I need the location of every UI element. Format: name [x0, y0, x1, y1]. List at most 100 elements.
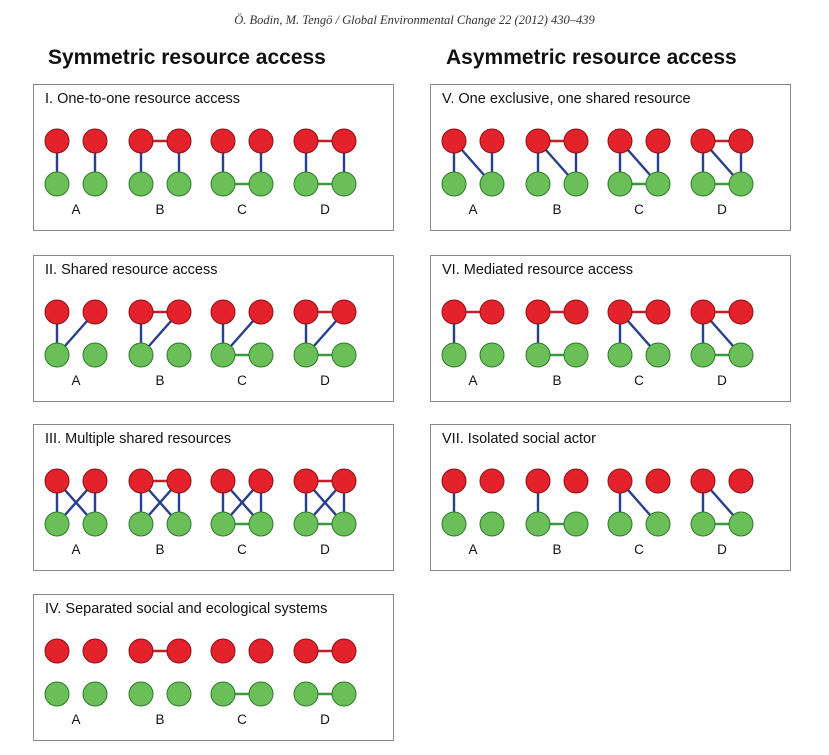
social-actor-node: [690, 299, 716, 325]
motif-B: B: [525, 468, 589, 557]
panel-title: VI. Mediated resource access: [442, 262, 634, 278]
ecological-resource-node: [690, 171, 716, 197]
motif-label: C: [237, 202, 247, 217]
ecological-resource-node: [128, 342, 154, 368]
ecological-resource-node: [128, 511, 154, 537]
social-actor-node: [645, 128, 671, 154]
motif-B: B: [128, 638, 192, 727]
motif-A: A: [44, 299, 108, 388]
motif-A: A: [441, 468, 505, 557]
panel-III: III. Multiple shared resources A B C D: [33, 424, 394, 571]
panel-title: V. One exclusive, one shared resource: [442, 91, 691, 107]
motif-label: A: [468, 202, 477, 217]
ecological-resource-node: [128, 171, 154, 197]
ecological-resource-node: [525, 171, 551, 197]
social-actor-node: [248, 299, 274, 325]
ecological-resource-node: [479, 171, 505, 197]
ecological-resource-node: [645, 342, 671, 368]
motif-C: C: [210, 638, 274, 727]
panel-II-motifs: A B C D: [44, 299, 357, 388]
social-actor-node: [293, 299, 319, 325]
ecological-resource-node: [44, 681, 70, 707]
panel-title: I. One-to-one resource access: [45, 91, 241, 107]
motif-B: B: [128, 468, 192, 557]
panel-title: II. Shared resource access: [45, 262, 218, 278]
social-actor-node: [166, 299, 192, 325]
social-actor-node: [210, 468, 236, 494]
motif-C: C: [607, 299, 671, 388]
social-actor-node: [479, 468, 505, 494]
ecological-resource-node: [728, 511, 754, 537]
panel-VII: VII. Isolated social actor A B C D: [430, 424, 791, 571]
ecological-resource-node: [44, 511, 70, 537]
motif-label: D: [320, 542, 330, 557]
motif-label: A: [71, 542, 80, 557]
motif-label: C: [237, 373, 247, 388]
social-actor-node: [728, 128, 754, 154]
motif-A: A: [44, 128, 108, 217]
motif-label: A: [468, 542, 477, 557]
motif-label: D: [717, 542, 727, 557]
panel-II: II. Shared resource access A B C D: [33, 255, 394, 402]
social-actor-node: [607, 299, 633, 325]
social-actor-node: [82, 638, 108, 664]
motif-label: C: [237, 542, 247, 557]
social-actor-node: [44, 638, 70, 664]
social-actor-node: [44, 468, 70, 494]
motif-label: B: [155, 202, 164, 217]
panel-V: V. One exclusive, one shared resource A B…: [430, 84, 791, 231]
motif-D: D: [293, 299, 357, 388]
ecological-resource-node: [82, 342, 108, 368]
panel-III-motifs: A B C D: [44, 468, 357, 557]
ecological-resource-node: [293, 511, 319, 537]
social-actor-node: [645, 468, 671, 494]
motif-A: A: [44, 638, 108, 727]
ecological-resource-node: [607, 342, 633, 368]
social-actor-node: [293, 638, 319, 664]
motif-C: C: [210, 299, 274, 388]
social-actor-node: [563, 299, 589, 325]
social-actor-node: [210, 299, 236, 325]
motif-D: D: [690, 299, 754, 388]
motif-C: C: [210, 128, 274, 217]
social-actor-node: [128, 128, 154, 154]
panel-title: III. Multiple shared resources: [45, 431, 232, 447]
ecological-resource-node: [210, 342, 236, 368]
social-actor-node: [210, 128, 236, 154]
ecological-resource-node: [441, 342, 467, 368]
social-actor-node: [607, 128, 633, 154]
motif-label: D: [320, 202, 330, 217]
ecological-resource-node: [293, 342, 319, 368]
ecological-resource-node: [645, 511, 671, 537]
social-actor-node: [248, 638, 274, 664]
ecological-resource-node: [128, 681, 154, 707]
panel-I-motifs: A B C D: [44, 128, 357, 217]
ecological-resource-node: [479, 342, 505, 368]
ecological-resource-node: [331, 171, 357, 197]
ecological-resource-node: [525, 342, 551, 368]
motif-A: A: [441, 299, 505, 388]
motif-label: A: [71, 712, 80, 727]
panel-VI-motifs: A B C D: [441, 299, 754, 388]
motif-D: D: [293, 638, 357, 727]
ecological-resource-node: [690, 511, 716, 537]
social-actor-node: [331, 299, 357, 325]
ecological-resource-node: [248, 171, 274, 197]
motif-C: C: [607, 468, 671, 557]
ecological-resource-node: [331, 342, 357, 368]
panel-title: VII. Isolated social actor: [442, 431, 596, 447]
motif-C: C: [210, 468, 274, 557]
ecological-resource-node: [293, 171, 319, 197]
motif-label: A: [71, 373, 80, 388]
social-actor-node: [128, 468, 154, 494]
social-actor-node: [728, 299, 754, 325]
social-actor-node: [331, 468, 357, 494]
motif-label: B: [155, 712, 164, 727]
social-actor-node: [563, 128, 589, 154]
ecological-resource-node: [479, 511, 505, 537]
symmetric-column-title: Symmetric resource access: [48, 46, 326, 69]
social-actor-node: [82, 128, 108, 154]
ecological-resource-node: [248, 681, 274, 707]
motif-label: B: [155, 542, 164, 557]
motif-label: B: [552, 202, 561, 217]
